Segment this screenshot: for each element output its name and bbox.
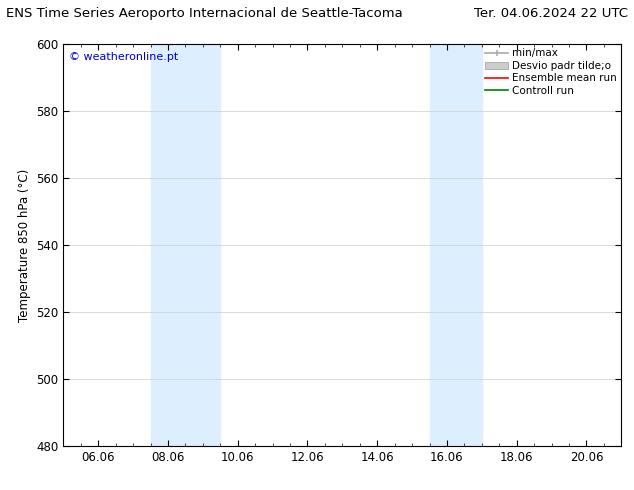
Y-axis label: Temperature 850 hPa (°C): Temperature 850 hPa (°C): [18, 169, 30, 321]
Text: Ter. 04.06.2024 22 UTC: Ter. 04.06.2024 22 UTC: [474, 7, 628, 21]
Legend: min/max, Desvio padr tilde;o, Ensemble mean run, Controll run: min/max, Desvio padr tilde;o, Ensemble m…: [483, 46, 619, 98]
Text: ENS Time Series Aeroporto Internacional de Seattle-Tacoma: ENS Time Series Aeroporto Internacional …: [6, 7, 403, 21]
Bar: [150, 44, 221, 446]
Text: © weatheronline.pt: © weatheronline.pt: [69, 52, 178, 62]
Bar: [429, 44, 482, 446]
